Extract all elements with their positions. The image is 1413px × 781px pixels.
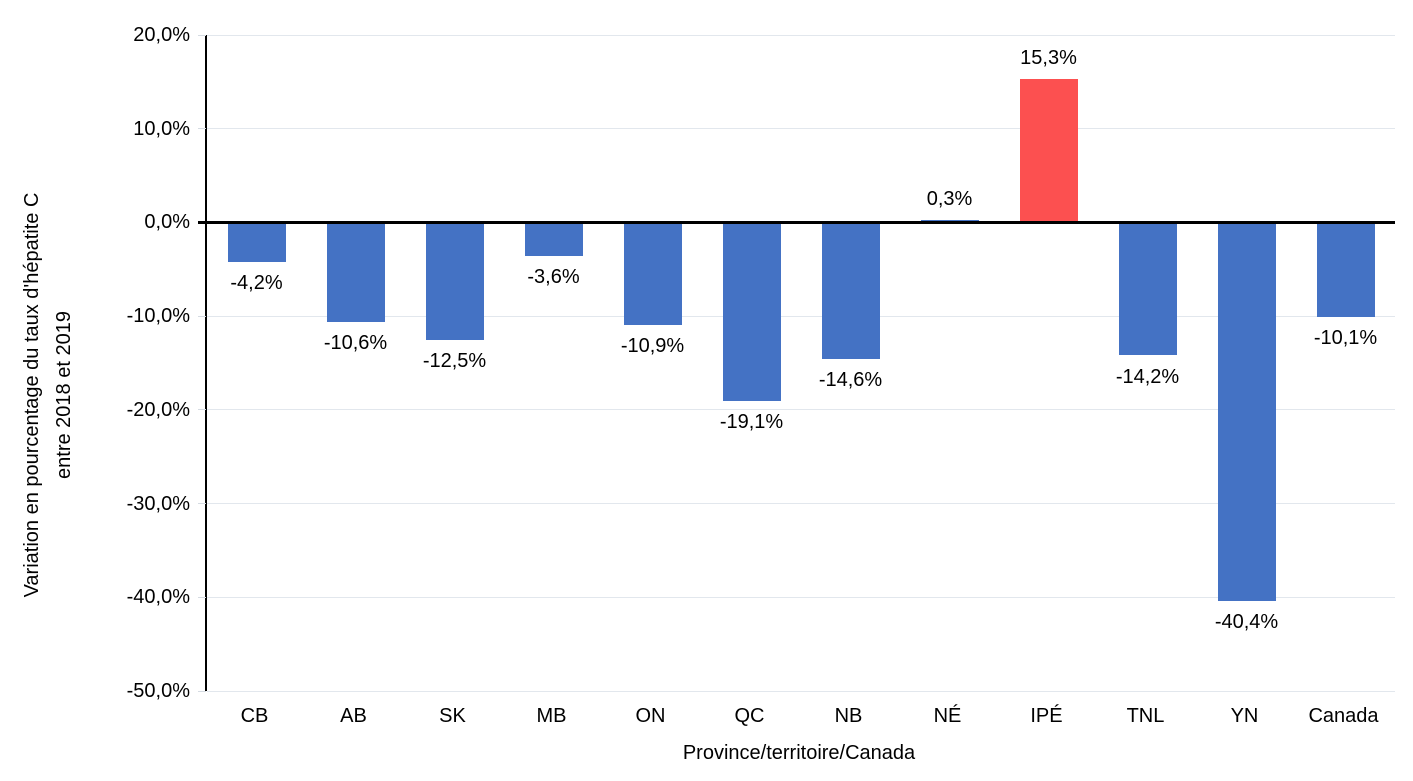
gridline: [207, 128, 1395, 130]
y-axis-tick-mark: [198, 128, 206, 130]
bar-IPÉ: [1019, 79, 1078, 223]
y-axis-tick-label: -50,0%: [126, 680, 190, 702]
bar-value-label: -12,5%: [422, 349, 487, 372]
x-axis-tick-label: CB: [240, 705, 269, 727]
gridline: [207, 315, 1395, 317]
y-axis-tick-label: 10,0%: [133, 117, 190, 140]
y-axis-title: Variation en pourcentage du taux d'hépat…: [16, 35, 80, 755]
y-axis-tick-mark: [198, 315, 206, 317]
y-axis-title-line2: entre 2018 et 2019: [53, 311, 75, 479]
x-axis-tick-label: ON: [635, 705, 666, 727]
x-axis-tick-label: TNL: [1126, 705, 1165, 727]
bar-value-label: -14,2%: [1115, 365, 1180, 388]
gridline: [207, 503, 1395, 505]
gridline: [207, 34, 1395, 36]
bar-AB: [326, 222, 385, 322]
y-axis-tick-label: -30,0%: [126, 492, 190, 515]
bar-value-label: -14,6%: [818, 369, 883, 392]
x-axis-tick-label: IPÉ: [1030, 705, 1063, 727]
bar-TNL: [1118, 222, 1177, 356]
bar-YN: [1217, 222, 1276, 602]
gridline: [207, 409, 1395, 411]
gridline: [207, 596, 1395, 598]
bar-value-label: -40,4%: [1214, 611, 1279, 634]
x-axis-tick-label: QC: [734, 705, 765, 727]
bar-value-label: -19,1%: [719, 411, 784, 434]
y-axis-tick-mark: [198, 409, 206, 411]
y-axis-tick-mark: [198, 503, 206, 505]
x-axis-tick-label: NB: [834, 705, 863, 727]
y-axis-tick-mark: [198, 34, 206, 36]
y-axis-tick-mark: [198, 690, 206, 692]
bar-CB: [227, 222, 286, 262]
bar-Canada: [1316, 222, 1375, 318]
bar-ON: [623, 222, 682, 325]
bar-value-label: -3,6%: [527, 266, 580, 289]
gridline: [207, 690, 1395, 692]
x-axis-tick-label: Canada: [1308, 705, 1379, 727]
y-axis-tick-mark: [198, 596, 206, 598]
bar-value-label: 0,3%: [926, 187, 973, 210]
y-axis-tick-label: 20,0%: [133, 24, 190, 46]
bar-MB: [524, 222, 583, 257]
bar-value-label: 15,3%: [1020, 47, 1077, 70]
y-axis-tick-label: 0,0%: [144, 211, 190, 234]
plot-area: -4,2% -10,6% -12,5% -3,6% -10,9% -19,1% -14,6%…: [198, 34, 1395, 692]
bar-QC: [722, 222, 781, 402]
x-axis-tick-label: AB: [340, 705, 367, 727]
bar-value-label: -4,2%: [230, 271, 283, 294]
x-axis-tick-label: SK: [439, 705, 466, 727]
bar-NB: [821, 222, 880, 360]
y-axis-tick-label: -40,0%: [126, 586, 190, 609]
x-axis-tick-label: NÉ: [933, 705, 962, 727]
bar-SK: [425, 222, 484, 340]
x-axis-zero-line: [198, 220, 1395, 224]
x-axis-tick-label: MB: [536, 705, 567, 727]
y-axis-title-line1: Variation en pourcentage du taux d'hépat…: [21, 192, 43, 598]
y-axis-tick-label: -10,0%: [126, 305, 190, 328]
bar-value-label: -10,6%: [323, 331, 388, 354]
bar-value-label: -10,9%: [620, 334, 685, 357]
x-axis-tick-label: YN: [1230, 705, 1259, 727]
bar-value-label: -10,1%: [1313, 327, 1378, 350]
y-axis-tick-label: -20,0%: [126, 398, 190, 421]
x-axis-title: Province/territoire/Canada: [682, 742, 916, 764]
